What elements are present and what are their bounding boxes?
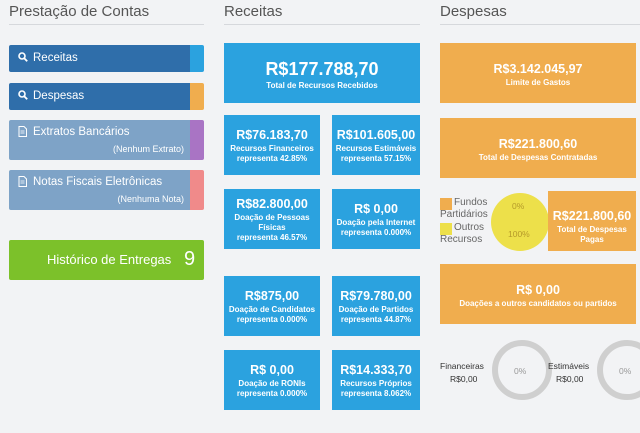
tile-desc: Recursos Estimáveis representa 57.15% bbox=[332, 144, 420, 164]
tile-desc: Doação de RONIs representa 0.000% bbox=[224, 379, 320, 399]
prestacao-divider bbox=[9, 24, 204, 25]
doacao-pessoas-fisicas-tile[interactable]: R$82.800,00 Doação de Pessoas Físicas repr… bbox=[224, 189, 320, 249]
tile-value: R$ 0,00 bbox=[332, 202, 420, 216]
extratos-menu-label: Extratos Bancários bbox=[33, 126, 130, 138]
tile-value: R$101.605,00 bbox=[332, 128, 420, 142]
tile-value: R$875,00 bbox=[224, 289, 320, 303]
tile-desc: Doação de Pessoas Físicas representa 46.57… bbox=[224, 213, 320, 243]
estimaveis-value: R$0,00 bbox=[556, 374, 583, 384]
tile-value: R$14.333,70 bbox=[332, 363, 420, 377]
estimaveis-label: Estimáveis bbox=[548, 361, 589, 371]
despesas-menu-button[interactable]: Despesas bbox=[9, 83, 204, 110]
recursos-proprios-tile[interactable]: R$14.333,70 Recursos Próprios representa … bbox=[332, 350, 420, 410]
recursos-financeiros-tile[interactable]: R$76.183,70 Recursos Financeiros represen… bbox=[224, 115, 320, 175]
financeiras-percent: 0% bbox=[514, 366, 526, 376]
tile-value: R$76.183,70 bbox=[224, 128, 320, 142]
doacao-partidos-tile[interactable]: R$79.780,00 Doação de Partidos representa… bbox=[332, 276, 420, 336]
notas-count-label: (Nenhuma Nota) bbox=[117, 194, 184, 204]
total-recursos-desc: Total de Recursos Recebidos bbox=[224, 81, 420, 91]
tile-value: R$79.780,00 bbox=[332, 289, 420, 303]
doacao-ronis-tile[interactable]: R$ 0,00 Doação de RONIs representa 0.000% bbox=[224, 350, 320, 410]
financeiras-value: R$0,00 bbox=[450, 374, 477, 384]
estimaveis-ring bbox=[596, 339, 640, 401]
doacao-internet-tile[interactable]: R$ 0,00 Doação pela Internet representa 0… bbox=[332, 189, 420, 249]
receitas-header: Receitas bbox=[224, 3, 282, 20]
extratos-menu-button[interactable]: Extratos Bancários (Nenhum Extrato) bbox=[9, 120, 204, 160]
despesas-pagas-tile[interactable]: R$221.800,60 Total de Despesas Pagas bbox=[548, 191, 636, 251]
despesas-contratadas-value: R$221.800,60 bbox=[440, 137, 636, 151]
notas-menu-button[interactable]: Notas Fiscais Eletrônicas (Nenhuma Nota) bbox=[9, 170, 204, 210]
receitas-menu-button[interactable]: Receitas bbox=[9, 45, 204, 72]
recursos-estimaveis-tile[interactable]: R$101.605,00 Recursos Estimáveis represen… bbox=[332, 115, 420, 175]
pie-label-outros: 100% bbox=[508, 229, 530, 239]
receitas-menu-label: Receitas bbox=[33, 52, 78, 64]
notas-menu-label: Notas Fiscais Eletrônicas bbox=[33, 176, 162, 188]
tile-desc: Doação pela Internet representa 0.000% bbox=[332, 218, 420, 238]
limite-gastos-value: R$3.142.045,97 bbox=[440, 62, 636, 76]
search-icon bbox=[18, 90, 28, 103]
despesas-pagas-value: R$221.800,60 bbox=[548, 209, 636, 223]
despesas-contratadas-desc: Total de Despesas Contratadas bbox=[440, 153, 636, 163]
pie-label-fundos: 0% bbox=[512, 201, 524, 211]
total-recursos-value: R$177.788,70 bbox=[224, 59, 420, 80]
doacao-candidatos-tile[interactable]: R$875,00 Doação de Candidatos representa … bbox=[224, 276, 320, 336]
receitas-divider bbox=[224, 24, 420, 25]
document-icon bbox=[18, 176, 27, 190]
despesas-pagas-desc: Total de Despesas Pagas bbox=[548, 225, 636, 245]
historico-entregas-button[interactable]: Histórico de Entregas 9 bbox=[9, 240, 204, 280]
tile-value: R$82.800,00 bbox=[224, 197, 320, 211]
prestacao-header: Prestação de Contas bbox=[9, 3, 149, 20]
despesas-contratadas-tile[interactable]: R$221.800,60 Total de Despesas Contratad… bbox=[440, 118, 636, 178]
doacoes-outros-desc: Doações a outros candidatos ou partidos bbox=[440, 299, 636, 309]
despesas-header: Despesas bbox=[440, 3, 507, 20]
estimaveis-percent: 0% bbox=[619, 366, 631, 376]
tile-value: R$ 0,00 bbox=[224, 363, 320, 377]
historico-label: Histórico de Entregas bbox=[47, 252, 171, 267]
tile-desc: Doação de Candidatos representa 0.000% bbox=[224, 305, 320, 325]
tile-desc: Recursos Financeiros representa 42.85% bbox=[224, 144, 320, 164]
extratos-count-label: (Nenhum Extrato) bbox=[113, 144, 184, 154]
doacoes-outros-value: R$ 0,00 bbox=[440, 283, 636, 297]
document-icon bbox=[18, 126, 27, 140]
search-icon bbox=[18, 52, 28, 65]
tile-desc: Recursos Próprios representa 8.062% bbox=[332, 379, 420, 399]
limite-gastos-desc: Limite de Gastos bbox=[440, 78, 636, 88]
tile-desc: Doação de Partidos representa 44.87% bbox=[332, 305, 420, 325]
doacoes-outros-tile[interactable]: R$ 0,00 Doações a outros candidatos ou p… bbox=[440, 264, 636, 324]
historico-count: 9 bbox=[184, 248, 195, 271]
financeiras-label: Financeiras bbox=[440, 361, 484, 371]
despesas-divider bbox=[440, 24, 640, 25]
limite-gastos-tile[interactable]: R$3.142.045,97 Limite de Gastos bbox=[440, 43, 636, 103]
despesas-menu-label: Despesas bbox=[33, 90, 84, 102]
total-recursos-tile[interactable]: R$177.788,70 Total de Recursos Recebidos bbox=[224, 43, 420, 103]
